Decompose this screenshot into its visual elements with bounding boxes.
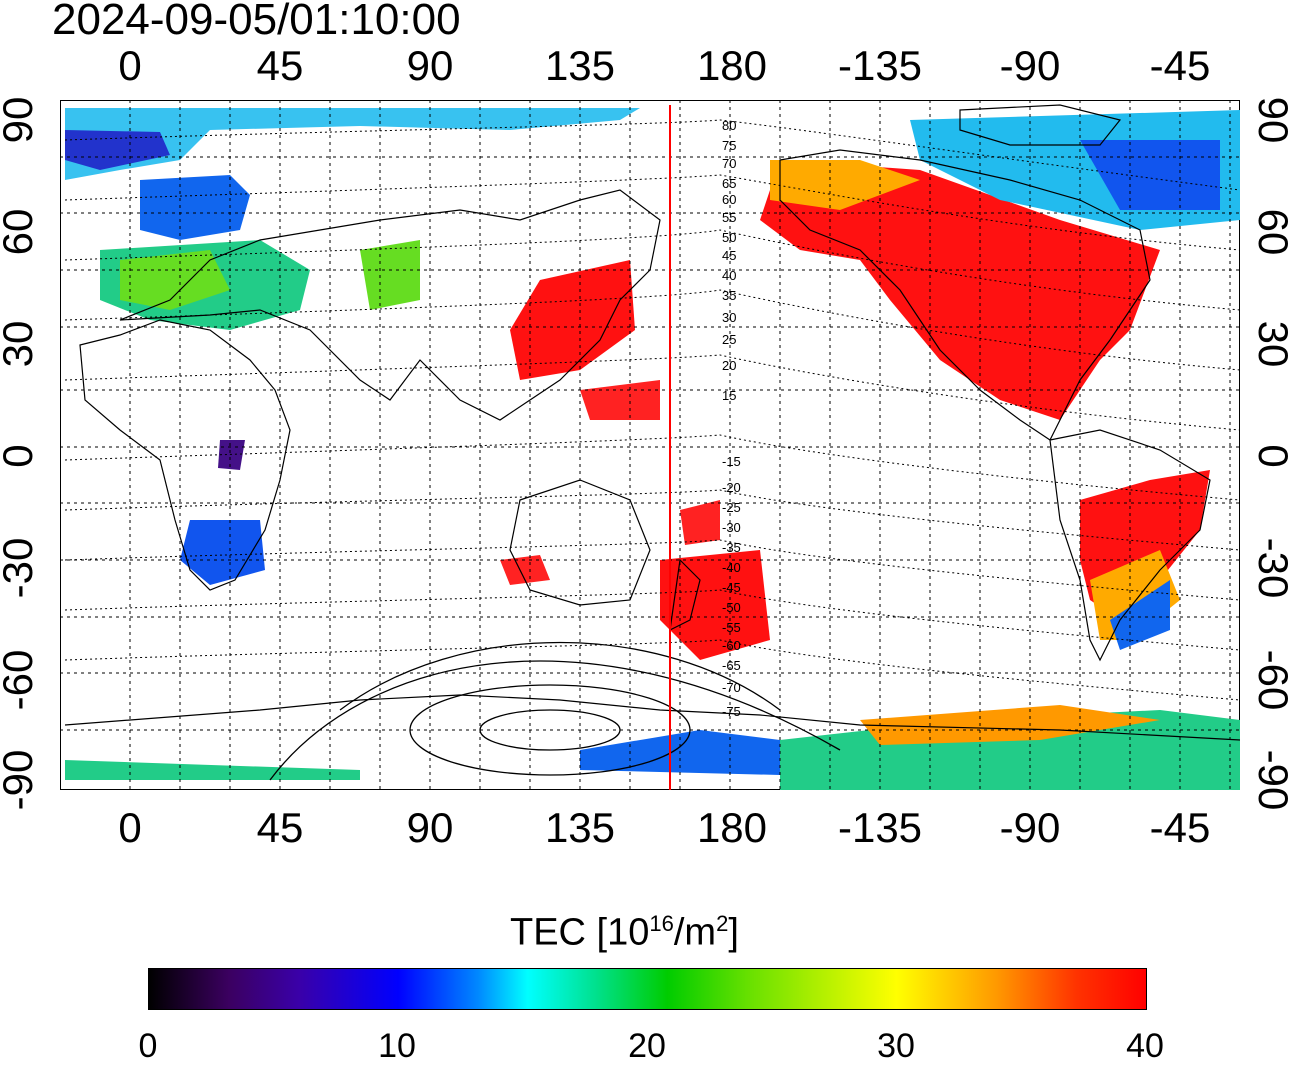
colorbar-tick: 0 xyxy=(138,1027,158,1065)
colorbar-tick: 10 xyxy=(378,1027,416,1065)
lon-label-bottom: 45 xyxy=(256,804,304,851)
contour-label: 35 xyxy=(722,288,736,303)
contour-label: -15 xyxy=(722,454,741,469)
lat-label-right: 0 xyxy=(1250,444,1294,468)
lon-label-top: 90 xyxy=(406,42,454,89)
contour-label: 80 xyxy=(722,118,736,133)
contour-label: -75 xyxy=(722,704,741,719)
contour-label: -35 xyxy=(722,540,741,555)
contour-label: 75 xyxy=(722,138,736,153)
lat-label-left: 90 xyxy=(0,96,41,144)
contour-label: -40 xyxy=(722,560,741,575)
colorbar-title-exponent: 16 xyxy=(649,911,674,936)
contour-label: 25 xyxy=(722,332,736,347)
lat-label-right: 90 xyxy=(1250,96,1294,144)
lon-label-top: -90 xyxy=(999,42,1061,89)
lon-label-top: 135 xyxy=(544,42,616,89)
colorbar-title-unit-exponent: 2 xyxy=(716,911,729,936)
lat-label-left: 60 xyxy=(0,208,41,256)
contour-label: -20 xyxy=(722,480,741,495)
lat-label-right: 30 xyxy=(1250,320,1294,368)
coastlines xyxy=(64,104,1240,741)
tec-map: 80 75 70 65 60 55 50 45 40 35 30 25 20 1… xyxy=(60,100,1240,790)
contour-label: 60 xyxy=(722,192,736,207)
contour-label: 40 xyxy=(722,268,736,283)
colorbar-tick: 20 xyxy=(628,1027,666,1065)
lon-label-bottom: 135 xyxy=(544,804,616,851)
lat-label-right: 60 xyxy=(1250,208,1294,256)
tec-colorbar xyxy=(148,968,1147,1010)
contour-label: 70 xyxy=(722,156,736,171)
lon-label-bottom: 180 xyxy=(696,804,768,851)
colorbar-title-main: TEC [10 xyxy=(510,911,650,954)
colorbar-tick: 30 xyxy=(877,1027,915,1065)
contour-label: -65 xyxy=(722,658,741,673)
lon-label-top: 0 xyxy=(118,42,142,89)
lat-label-right: -30 xyxy=(1250,537,1294,599)
lon-label-bottom: 0 xyxy=(118,804,142,851)
contour-label: -25 xyxy=(722,500,741,515)
contour-label: 15 xyxy=(722,388,736,403)
lon-label-top: 180 xyxy=(696,42,768,89)
colorbar-tick: 40 xyxy=(1126,1027,1164,1065)
lat-label-left: -90 xyxy=(0,749,41,811)
contour-label: 65 xyxy=(722,176,736,191)
lon-label-bottom: -135 xyxy=(837,804,923,851)
contour-label: -60 xyxy=(722,638,741,653)
magnetic-contours xyxy=(64,119,1240,701)
lon-label-top: -45 xyxy=(1149,42,1211,89)
map-timestamp: 2024-09-05/01:10:00 xyxy=(52,0,461,44)
contour-label: -30 xyxy=(722,520,741,535)
colorbar-title: TEC [1016/m2] xyxy=(510,902,739,955)
lon-label-bottom: -45 xyxy=(1149,804,1211,851)
lon-label-top: 45 xyxy=(256,42,304,89)
contour-label: -45 xyxy=(722,580,741,595)
lon-label-top: -135 xyxy=(837,42,923,89)
colorbar-title-close: ] xyxy=(728,911,739,954)
contour-label: -70 xyxy=(722,680,741,695)
contour-label: -55 xyxy=(722,620,741,635)
colorbar-title-unit: /m xyxy=(673,911,717,954)
lon-label-bottom: -90 xyxy=(999,804,1061,851)
lat-label-left: 0 xyxy=(0,396,41,516)
contour-label: 50 xyxy=(722,230,736,245)
contour-labels: 80 75 70 65 60 55 50 45 40 35 30 25 20 1… xyxy=(722,118,741,719)
contour-label: -50 xyxy=(722,600,741,615)
contour-label: 30 xyxy=(722,310,736,325)
lat-label-left: 30 xyxy=(0,320,41,368)
lat-label-left: -30 xyxy=(0,537,41,599)
lon-label-bottom: 90 xyxy=(406,804,454,851)
contour-label: 45 xyxy=(722,248,736,263)
tec-data xyxy=(65,108,1240,790)
south-pole-contours xyxy=(269,641,841,781)
contour-label: 55 xyxy=(722,210,736,225)
lat-label-right: -90 xyxy=(1250,749,1294,811)
contour-label: 20 xyxy=(722,358,736,373)
